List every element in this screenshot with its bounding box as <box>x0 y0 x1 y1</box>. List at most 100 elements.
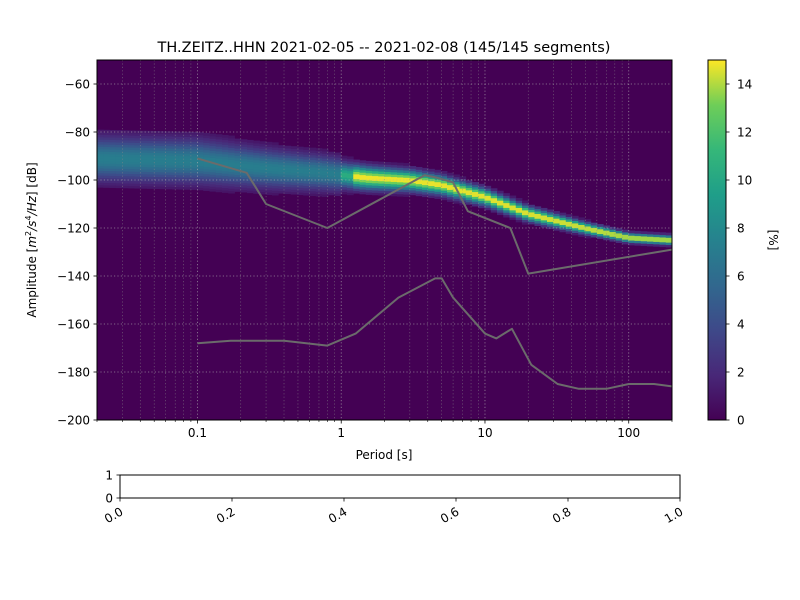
heatmap-cell <box>647 233 654 237</box>
heatmap-cell <box>215 165 223 169</box>
heatmap-cell <box>140 178 148 182</box>
heatmap-cell <box>247 166 254 170</box>
heatmap-cell <box>153 171 160 175</box>
heatmap-cell <box>247 180 254 184</box>
heatmap-cell <box>115 185 123 189</box>
heatmap-cell <box>334 152 342 156</box>
heatmap-cell <box>190 141 198 145</box>
heatmap-cell <box>384 183 392 187</box>
heatmap-cell <box>140 185 148 189</box>
heatmap-cell <box>540 224 548 228</box>
heatmap-cell <box>215 182 223 186</box>
heatmap-cell <box>390 169 398 173</box>
heatmap-cell <box>165 138 173 142</box>
heatmap-cell <box>134 144 142 148</box>
heatmap-cell <box>372 170 379 174</box>
heatmap-cell <box>147 169 154 173</box>
heatmap-cell <box>265 163 273 167</box>
heatmap-cell <box>353 188 360 192</box>
heatmap-cell <box>97 151 104 155</box>
heatmap-cell <box>622 234 629 238</box>
heatmap-cell <box>172 145 179 149</box>
heatmap-cell <box>522 212 529 216</box>
heatmap-cell <box>353 166 360 170</box>
heatmap-cell <box>303 183 310 186</box>
heatmap-cell <box>447 189 454 193</box>
heatmap-cell <box>128 144 135 148</box>
heatmap-cell <box>172 169 179 173</box>
heatmap-cell <box>565 216 573 220</box>
heatmap-cell <box>328 166 335 169</box>
heatmap-cell <box>565 221 573 225</box>
heatmap-cell <box>297 185 304 188</box>
heatmap-cell <box>528 207 535 210</box>
heatmap-cell <box>403 170 410 174</box>
heatmap-cell <box>278 171 285 175</box>
heatmap-cell <box>322 170 329 174</box>
heatmap-cell <box>265 146 273 150</box>
heatmap-cell <box>97 141 104 145</box>
heatmap-cell <box>222 187 229 191</box>
heatmap-cell <box>615 233 623 236</box>
heatmap-cell <box>422 191 429 195</box>
heatmap-cell <box>97 172 104 176</box>
heatmap-cell <box>122 149 129 153</box>
heatmap-cell <box>215 148 223 152</box>
heatmap-cell <box>228 171 235 175</box>
heatmap-cell <box>265 158 273 162</box>
heatmap-cell <box>203 156 210 160</box>
heatmap-cell <box>590 229 598 233</box>
heatmap-cell <box>453 196 460 199</box>
heatmap-cell <box>247 187 254 191</box>
heatmap-cell <box>115 163 123 167</box>
heatmap-cell <box>240 182 248 186</box>
heatmap-cell <box>453 193 460 197</box>
heatmap-cell <box>578 226 585 230</box>
heatmap-cell <box>340 186 348 190</box>
empty-axes-x-tick-label: 0.6 <box>438 504 462 526</box>
heatmap-cell <box>609 231 617 235</box>
heatmap-cell <box>447 194 454 198</box>
heatmap-cell <box>490 190 498 194</box>
heatmap-cell <box>522 209 529 213</box>
heatmap-cell <box>172 138 179 142</box>
heatmap-cell <box>147 174 154 177</box>
density-heatmap <box>97 129 672 248</box>
heatmap-cell <box>534 206 542 210</box>
heatmap-cell <box>190 151 198 154</box>
heatmap-cell <box>265 141 273 145</box>
heatmap-cell <box>265 149 273 152</box>
heatmap-cell <box>515 200 523 204</box>
heatmap-cell <box>447 196 454 200</box>
heatmap-cell <box>140 164 148 168</box>
heatmap-cell <box>622 229 629 233</box>
heatmap-cell <box>253 171 260 175</box>
heatmap-cell <box>272 192 279 196</box>
heatmap-cell <box>222 161 229 165</box>
heatmap-cell <box>503 205 510 208</box>
heatmap-cell <box>97 180 104 183</box>
heatmap-cell <box>309 193 317 197</box>
heatmap-cell <box>228 159 235 163</box>
heatmap-cell <box>253 169 260 173</box>
heatmap-cell <box>97 132 104 135</box>
heatmap-cell <box>197 137 204 140</box>
heatmap-cell <box>628 230 635 234</box>
heatmap-cell <box>153 138 160 142</box>
heatmap-cell <box>190 170 198 174</box>
heatmap-cell <box>184 146 192 149</box>
heatmap-cell <box>265 165 273 169</box>
heatmap-cell <box>315 160 323 163</box>
heatmap-cell <box>153 167 160 170</box>
heatmap-cell <box>278 186 285 189</box>
heatmap-cell <box>209 176 217 180</box>
heatmap-cell <box>165 155 173 159</box>
heatmap-cell <box>97 139 104 143</box>
heatmap-cell <box>465 201 473 205</box>
heatmap-cell <box>140 159 148 163</box>
heatmap-cell <box>478 183 485 187</box>
heatmap-cell <box>309 176 317 180</box>
heatmap-cell <box>478 191 485 194</box>
heatmap-cell <box>478 188 485 192</box>
heatmap-cell <box>109 185 117 188</box>
